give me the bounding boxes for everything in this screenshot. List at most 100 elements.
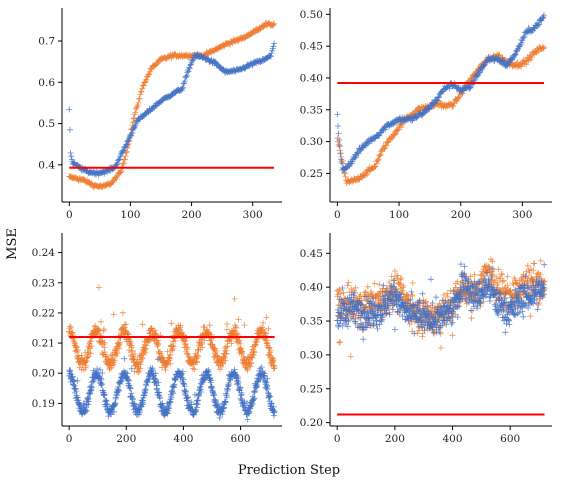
data-point bbox=[354, 149, 361, 156]
data-point bbox=[525, 305, 532, 311]
data-point bbox=[421, 327, 428, 334]
data-point bbox=[335, 123, 341, 129]
data-point bbox=[115, 387, 122, 394]
data-point bbox=[399, 287, 406, 294]
data-point bbox=[534, 23, 541, 29]
data-point bbox=[225, 380, 232, 386]
data-point bbox=[335, 291, 342, 298]
data-point bbox=[78, 352, 85, 359]
data-point bbox=[453, 286, 460, 293]
data-point bbox=[100, 341, 107, 348]
data-point bbox=[114, 350, 121, 357]
data-point bbox=[128, 132, 135, 139]
data-point bbox=[409, 280, 416, 286]
y-tick-label: 0.23 bbox=[32, 277, 55, 289]
data-point bbox=[338, 159, 345, 166]
data-point bbox=[67, 367, 74, 374]
data-point bbox=[347, 353, 354, 360]
data-point bbox=[183, 397, 190, 404]
data-point bbox=[379, 314, 386, 321]
data-point bbox=[365, 314, 372, 321]
data-point bbox=[448, 321, 455, 327]
data-point bbox=[115, 157, 122, 164]
data-point bbox=[506, 321, 513, 328]
data-point bbox=[169, 389, 176, 395]
data-point bbox=[357, 291, 364, 298]
data-point bbox=[335, 301, 342, 308]
data-point bbox=[241, 398, 248, 405]
x-tick-label: 200 bbox=[385, 433, 405, 445]
x-tick-label: 100 bbox=[389, 209, 409, 221]
scatter-points bbox=[66, 19, 278, 191]
data-point bbox=[524, 262, 531, 269]
data-point bbox=[399, 298, 406, 305]
data-point bbox=[525, 57, 531, 64]
data-point bbox=[114, 160, 121, 167]
data-point bbox=[118, 168, 125, 175]
data-point bbox=[514, 47, 521, 54]
data-point bbox=[475, 280, 482, 287]
y-tick-label: 0.45 bbox=[300, 248, 323, 260]
data-point bbox=[361, 304, 368, 311]
series-series_b bbox=[66, 19, 278, 191]
data-point bbox=[136, 96, 142, 102]
data-point bbox=[210, 392, 217, 399]
data-point bbox=[504, 273, 511, 280]
data-point bbox=[67, 324, 74, 331]
data-point bbox=[342, 173, 349, 180]
x-tick-label: 0 bbox=[334, 209, 341, 221]
data-point bbox=[132, 351, 139, 357]
data-point bbox=[439, 320, 446, 327]
data-point bbox=[127, 384, 133, 391]
data-point bbox=[360, 172, 367, 179]
data-point bbox=[99, 381, 105, 388]
data-point bbox=[260, 319, 267, 326]
data-point bbox=[71, 382, 78, 389]
data-point bbox=[120, 147, 127, 154]
data-point bbox=[235, 316, 242, 323]
data-point bbox=[522, 273, 529, 280]
series-series_b bbox=[66, 284, 278, 376]
data-point bbox=[193, 408, 199, 415]
data-point bbox=[204, 55, 211, 62]
data-point bbox=[251, 388, 258, 394]
data-point bbox=[540, 291, 547, 298]
data-point bbox=[99, 350, 106, 356]
data-point bbox=[180, 84, 186, 91]
data-point bbox=[336, 143, 343, 150]
data-point bbox=[476, 278, 483, 285]
data-point bbox=[520, 35, 526, 41]
x-tick-label: 300 bbox=[243, 209, 263, 221]
data-point bbox=[152, 370, 159, 377]
data-point bbox=[467, 84, 473, 90]
data-point bbox=[85, 394, 91, 401]
data-point bbox=[446, 315, 453, 322]
data-point bbox=[362, 172, 369, 179]
data-point bbox=[183, 388, 189, 394]
data-point bbox=[474, 302, 481, 309]
data-point bbox=[127, 339, 134, 345]
x-tick-label: 200 bbox=[451, 209, 471, 221]
data-point bbox=[344, 282, 351, 289]
data-point bbox=[420, 305, 427, 312]
data-point bbox=[462, 274, 469, 281]
data-point bbox=[433, 294, 440, 301]
data-point bbox=[456, 296, 463, 303]
data-point bbox=[121, 156, 128, 163]
data-point bbox=[211, 396, 218, 403]
data-point bbox=[470, 303, 477, 310]
data-point bbox=[516, 42, 523, 49]
data-point bbox=[138, 88, 145, 95]
data-point bbox=[427, 276, 434, 283]
data-point bbox=[101, 339, 108, 346]
data-point bbox=[465, 278, 472, 285]
data-point bbox=[409, 301, 416, 308]
data-point bbox=[190, 56, 197, 62]
data-point bbox=[477, 299, 484, 306]
data-point bbox=[372, 163, 379, 170]
data-point bbox=[142, 387, 149, 394]
data-point bbox=[116, 156, 123, 163]
data-point bbox=[478, 286, 485, 293]
data-point bbox=[373, 294, 380, 300]
data-point bbox=[419, 333, 426, 340]
